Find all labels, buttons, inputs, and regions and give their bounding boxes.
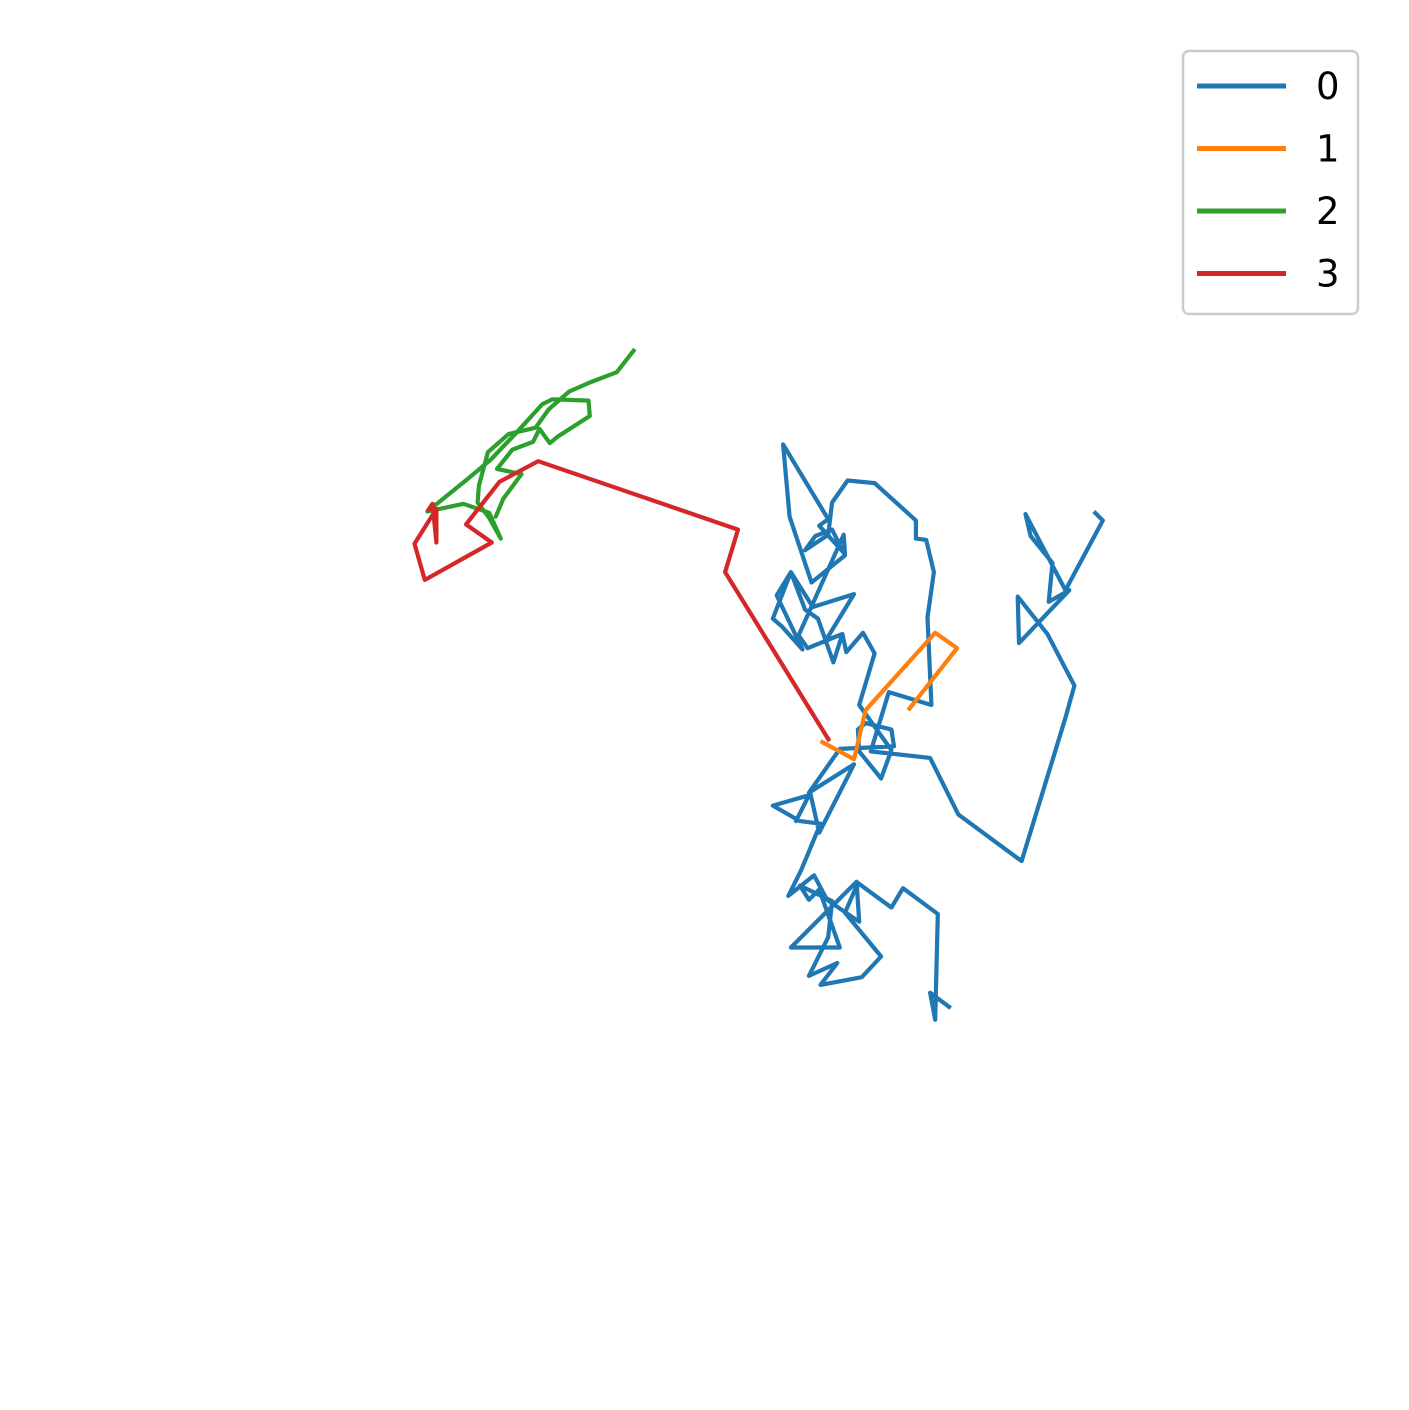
series-line-0 [770, 442, 1105, 1022]
legend: 0 1 2 3 [1181, 49, 1360, 316]
legend-label-3: 3 [1316, 253, 1340, 296]
series-line-2 [425, 347, 637, 541]
series-line-3 [412, 459, 832, 743]
legend-frame [1181, 49, 1360, 316]
legend-entry-3: 3 [1197, 253, 1340, 296]
legend-entries: 0 1 2 3 [1197, 65, 1340, 296]
legend-entry-2: 2 [1197, 190, 1340, 233]
legend-label-2: 2 [1316, 190, 1340, 233]
legend-label-0: 0 [1316, 65, 1340, 108]
series-line-1 [819, 630, 960, 762]
legend-entry-1: 1 [1197, 128, 1340, 171]
plot-area [412, 347, 1105, 1022]
legend-entry-0: 0 [1197, 65, 1340, 108]
legend-label-1: 1 [1316, 128, 1340, 171]
